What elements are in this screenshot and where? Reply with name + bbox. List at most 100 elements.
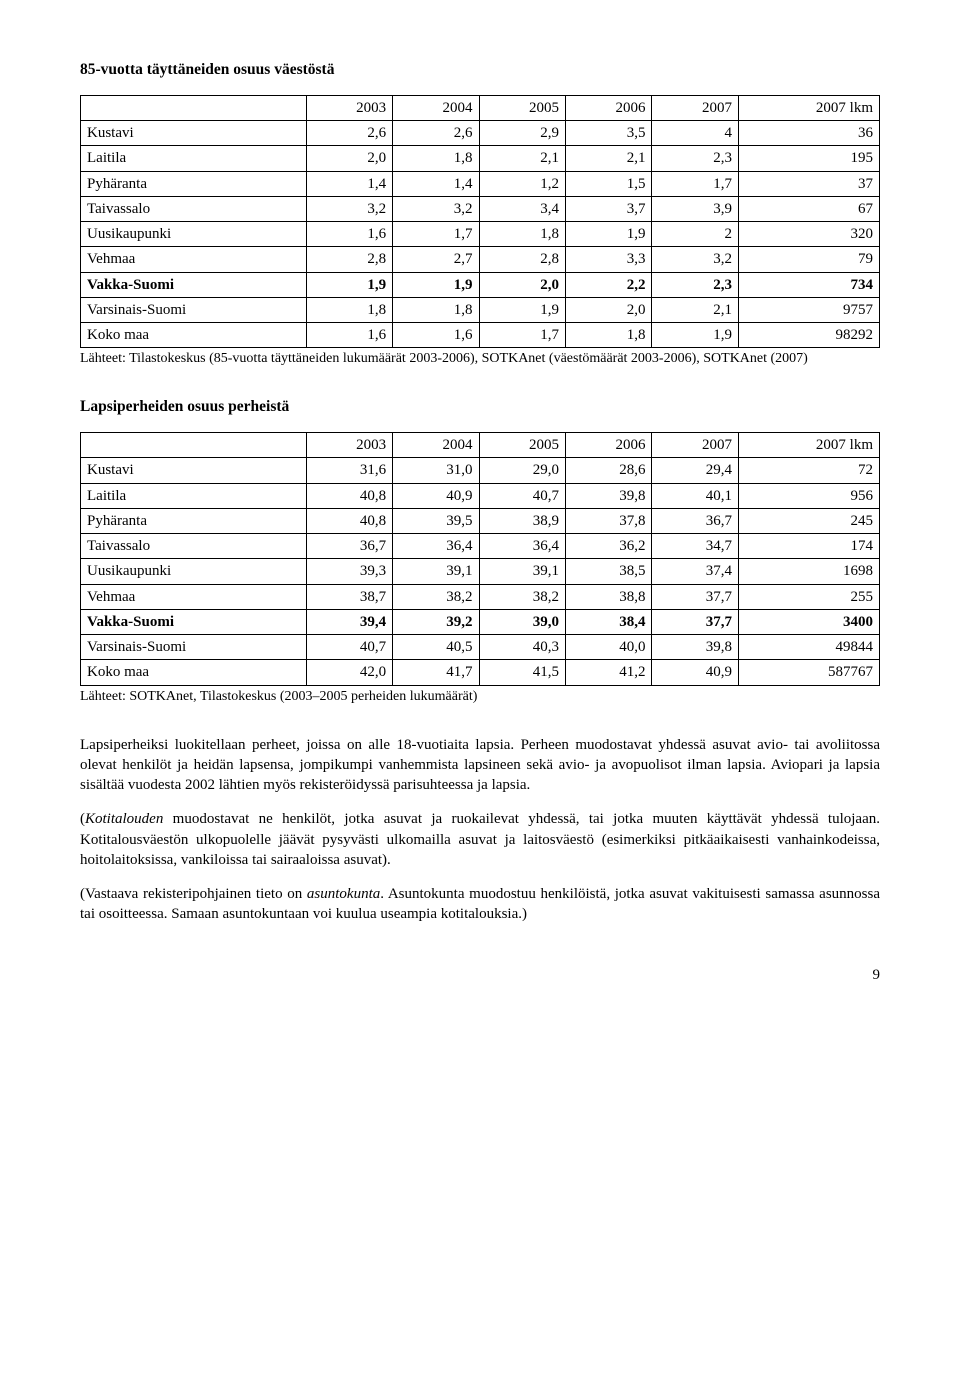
cell: 1,4: [393, 171, 479, 196]
cell: 38,8: [566, 584, 652, 609]
row-label: Vakka-Suomi: [81, 609, 307, 634]
row-label: Kustavi: [81, 121, 307, 146]
cell: 38,9: [479, 508, 565, 533]
cell: 29,4: [652, 458, 738, 483]
cell: 3,4: [479, 196, 565, 221]
cell: 40,5: [393, 635, 479, 660]
cell: 36,2: [566, 534, 652, 559]
cell: 38,4: [566, 609, 652, 634]
cell: 38,5: [566, 559, 652, 584]
cell: 1,8: [393, 297, 479, 322]
cell: 41,5: [479, 660, 565, 685]
cell: 38,2: [479, 584, 565, 609]
cell: 39,1: [479, 559, 565, 584]
col-header: [81, 95, 307, 120]
cell: 34,7: [652, 534, 738, 559]
cell: 42,0: [306, 660, 392, 685]
cell: 2,6: [393, 121, 479, 146]
cell: 1,7: [479, 323, 565, 348]
cell: 39,0: [479, 609, 565, 634]
cell: 1,9: [479, 297, 565, 322]
cell: 2,3: [652, 272, 738, 297]
cell: 40,9: [652, 660, 738, 685]
p2-em: Kotitalouden: [85, 811, 163, 827]
p2-rest: muodostavat ne henkilöt, jotka asuvat ja…: [80, 811, 880, 868]
cell: 255: [738, 584, 879, 609]
cell: 3,2: [652, 247, 738, 272]
cell: 41,7: [393, 660, 479, 685]
cell: 9757: [738, 297, 879, 322]
cell: 28,6: [566, 458, 652, 483]
cell: 31,0: [393, 458, 479, 483]
col-header: 2007: [652, 95, 738, 120]
cell: 1,6: [393, 323, 479, 348]
cell: 3,5: [566, 121, 652, 146]
cell: 2,2: [566, 272, 652, 297]
cell: 37,8: [566, 508, 652, 533]
cell: 37: [738, 171, 879, 196]
cell: 40,3: [479, 635, 565, 660]
col-header: 2003: [306, 433, 392, 458]
row-label: Vehmaa: [81, 247, 307, 272]
cell: 36,4: [393, 534, 479, 559]
row-label: Vehmaa: [81, 584, 307, 609]
row-label: Pyhäranta: [81, 171, 307, 196]
cell: 1,9: [393, 272, 479, 297]
cell: 39,8: [566, 483, 652, 508]
table1: 200320042005200620072007 lkm Kustavi2,62…: [80, 95, 880, 349]
col-header: 2005: [479, 95, 565, 120]
cell: 3,2: [393, 196, 479, 221]
cell: 1,4: [306, 171, 392, 196]
cell: 2,8: [479, 247, 565, 272]
table1-source: Lähteet: Tilastokeskus (85-vuotta täyttä…: [80, 350, 880, 369]
table2-title: Lapsiperheiden osuus perheistä: [80, 397, 880, 418]
cell: 1,6: [306, 222, 392, 247]
row-label: Varsinais-Suomi: [81, 297, 307, 322]
cell: 72: [738, 458, 879, 483]
cell: 3400: [738, 609, 879, 634]
cell: 67: [738, 196, 879, 221]
cell: 1,8: [393, 146, 479, 171]
col-header: 2006: [566, 433, 652, 458]
cell: 98292: [738, 323, 879, 348]
cell: 2,8: [306, 247, 392, 272]
cell: 39,8: [652, 635, 738, 660]
cell: 36,7: [652, 508, 738, 533]
cell: 1,8: [479, 222, 565, 247]
cell: 39,2: [393, 609, 479, 634]
cell: 1,9: [652, 323, 738, 348]
col-header: 2007: [652, 433, 738, 458]
row-label: Pyhäranta: [81, 508, 307, 533]
cell: 2,9: [479, 121, 565, 146]
table1-title: 85-vuotta täyttäneiden osuus väestöstä: [80, 60, 880, 81]
page-number: 9: [80, 965, 880, 985]
cell: 195: [738, 146, 879, 171]
cell: 2,1: [479, 146, 565, 171]
col-header: 2004: [393, 433, 479, 458]
cell: 174: [738, 534, 879, 559]
paragraph-1: Lapsiperheiksi luokitellaan perheet, joi…: [80, 735, 880, 796]
cell: 320: [738, 222, 879, 247]
cell: 2,1: [652, 297, 738, 322]
cell: 3,2: [306, 196, 392, 221]
col-header: [81, 433, 307, 458]
cell: 31,6: [306, 458, 392, 483]
cell: 1,9: [306, 272, 392, 297]
cell: 3,7: [566, 196, 652, 221]
row-label: Kustavi: [81, 458, 307, 483]
cell: 956: [738, 483, 879, 508]
cell: 1,8: [306, 297, 392, 322]
table2: 200320042005200620072007 lkm Kustavi31,6…: [80, 432, 880, 686]
cell: 2,0: [479, 272, 565, 297]
cell: 3,9: [652, 196, 738, 221]
cell: 1,7: [652, 171, 738, 196]
col-header: 2007 lkm: [738, 433, 879, 458]
cell: 2,3: [652, 146, 738, 171]
cell: 40,7: [306, 635, 392, 660]
cell: 587767: [738, 660, 879, 685]
cell: 1,5: [566, 171, 652, 196]
cell: 39,5: [393, 508, 479, 533]
row-label: Taivassalo: [81, 534, 307, 559]
col-header: 2007 lkm: [738, 95, 879, 120]
cell: 734: [738, 272, 879, 297]
